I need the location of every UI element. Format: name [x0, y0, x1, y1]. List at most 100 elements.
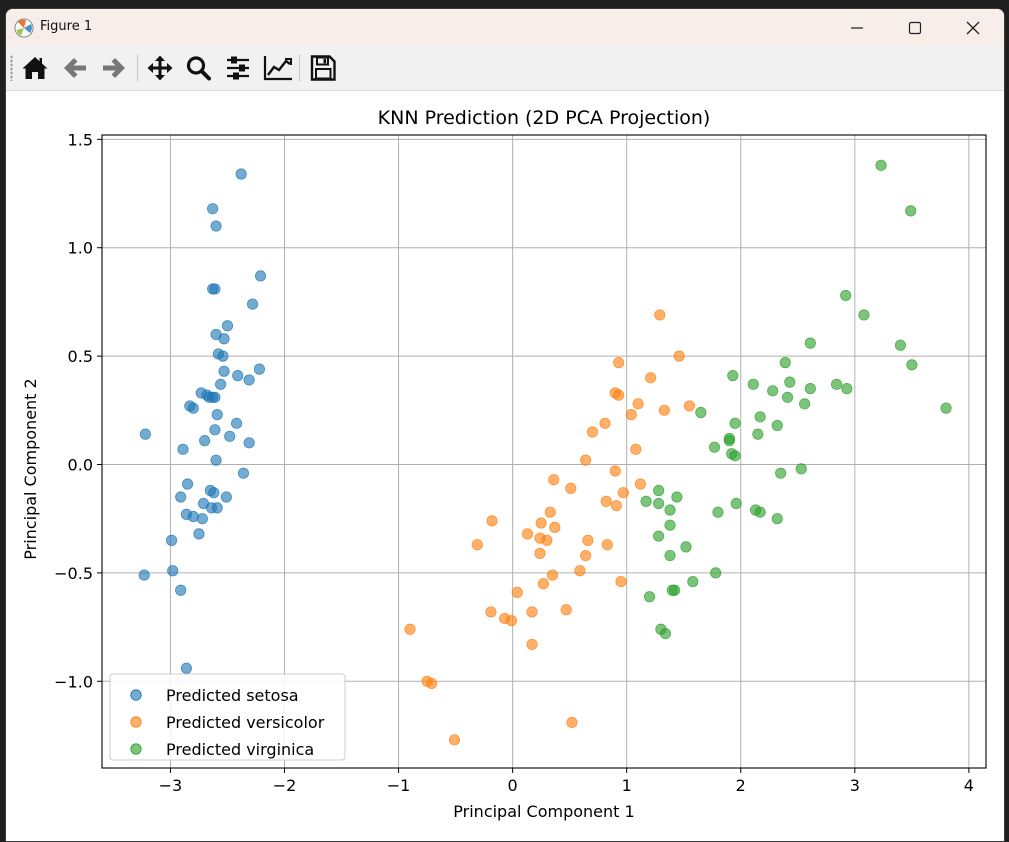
point-predicted-versicolor — [654, 309, 666, 321]
x-tick-label: 0 — [508, 776, 518, 795]
point-predicted-versicolor — [634, 478, 646, 490]
title-bar[interactable]: Figure 1 — [6, 9, 1004, 46]
minimize-icon — [851, 27, 863, 29]
point-predicted-setosa — [209, 283, 221, 295]
point-predicted-setosa — [181, 478, 194, 490]
point-predicted-virginica — [671, 491, 683, 503]
point-predicted-virginica — [752, 428, 764, 440]
legend-marker — [130, 743, 142, 755]
point-predicted-setosa — [253, 363, 266, 375]
point-predicted-virginica — [804, 337, 816, 349]
save-button[interactable] — [306, 52, 340, 84]
point-predicted-virginica — [771, 419, 783, 432]
point-predicted-versicolor — [586, 426, 599, 438]
point-predicted-setosa — [187, 510, 199, 523]
x-tick-label: 1 — [622, 776, 632, 795]
data-points — [138, 159, 952, 746]
point-predicted-virginica — [687, 575, 699, 588]
point-predicted-virginica — [795, 463, 807, 475]
configure-subplots-button[interactable] — [221, 52, 255, 84]
point-predicted-setosa — [230, 417, 243, 429]
point-predicted-setosa — [207, 203, 219, 215]
point-predicted-setosa — [165, 534, 178, 546]
point-predicted-setosa — [175, 584, 187, 596]
point-predicted-versicolor — [426, 677, 438, 690]
point-predicted-virginica — [841, 383, 853, 395]
point-predicted-versicolor — [560, 604, 572, 616]
home-icon — [22, 57, 48, 79]
point-predicted-virginica — [666, 584, 678, 596]
toolbar-separator — [299, 54, 300, 82]
close-button[interactable] — [944, 9, 1002, 46]
point-predicted-virginica — [894, 339, 907, 351]
point-predicted-setosa — [232, 370, 244, 382]
point-predicted-virginica — [779, 357, 791, 369]
save-floppy-icon — [310, 55, 336, 81]
point-predicted-versicolor — [658, 404, 670, 416]
close-icon — [966, 21, 980, 35]
point-predicted-virginica — [858, 309, 870, 321]
point-predicted-versicolor — [645, 372, 657, 384]
point-predicted-setosa — [167, 565, 179, 577]
edit-axis-lines-icon — [263, 56, 292, 81]
figure-canvas[interactable]: KNN Prediction (2D PCA Projection) Princ… — [6, 91, 1004, 841]
point-predicted-virginica — [680, 541, 692, 553]
zoom-magnifier-icon — [186, 56, 211, 81]
legend-box — [109, 673, 346, 761]
toolbar-grip[interactable] — [10, 55, 13, 81]
x-tick-label: 3 — [850, 776, 860, 795]
point-predicted-versicolor — [526, 606, 538, 618]
minimize-button[interactable] — [828, 9, 886, 46]
point-predicted-versicolor — [617, 487, 629, 499]
toolbar-separator — [137, 54, 138, 82]
forward-button[interactable] — [97, 52, 131, 84]
point-predicted-versicolor — [404, 623, 416, 635]
point-predicted-virginica — [905, 205, 917, 217]
scatter-chart[interactable]: KNN Prediction (2D PCA Projection) Princ… — [6, 91, 1004, 841]
point-predicted-virginica — [653, 484, 665, 497]
point-predicted-versicolor — [486, 515, 498, 527]
pan-button[interactable] — [143, 52, 177, 84]
home-button[interactable] — [18, 52, 52, 84]
y-tick-label: −1.0 — [54, 672, 93, 691]
point-predicted-versicolor — [574, 565, 586, 577]
matplotlib-app-icon — [14, 18, 34, 38]
point-predicted-setosa — [220, 491, 232, 503]
point-predicted-virginica — [653, 497, 665, 510]
legend-marker — [130, 689, 142, 701]
point-predicted-virginica — [723, 435, 735, 447]
point-predicted-versicolor — [610, 500, 623, 512]
point-predicted-versicolor — [600, 495, 612, 507]
forward-arrow-icon — [103, 58, 125, 78]
point-predicted-versicolor — [485, 606, 497, 618]
x-tick-label: 2 — [736, 776, 746, 795]
point-predicted-versicolor — [526, 638, 538, 651]
back-button[interactable] — [58, 52, 92, 84]
point-predicted-setosa — [218, 333, 230, 345]
point-predicted-versicolor — [580, 454, 592, 466]
point-predicted-versicolor — [580, 549, 592, 562]
axes-frame — [101, 134, 987, 769]
point-predicted-virginica — [729, 417, 741, 429]
point-predicted-setosa — [210, 454, 222, 466]
point-predicted-setosa — [246, 298, 259, 310]
point-predicted-virginica — [754, 411, 766, 423]
point-predicted-versicolor — [537, 578, 550, 590]
point-predicted-versicolor — [613, 357, 625, 369]
point-predicted-setosa — [180, 662, 193, 674]
legend[interactable]: Predicted setosa Predicted versicolor Pred… — [109, 673, 346, 761]
point-predicted-virginica — [710, 567, 722, 579]
point-predicted-versicolor — [448, 734, 461, 746]
point-predicted-setosa — [210, 220, 222, 232]
y-tick-label: 0.0 — [68, 456, 93, 475]
x-axis-ticks: −3 −2 −1 0 1 2 3 4 — [159, 768, 974, 795]
point-predicted-virginica — [653, 530, 665, 542]
zoom-button[interactable] — [182, 52, 216, 84]
point-predicted-virginica — [875, 159, 887, 171]
point-predicted-setosa — [177, 443, 189, 455]
y-axis-ticks: −1.0 −0.5 0.0 0.5 1.0 1.5 — [54, 130, 102, 691]
point-predicted-setosa — [224, 430, 236, 442]
maximize-button[interactable] — [886, 9, 944, 46]
point-predicted-setosa — [208, 487, 220, 499]
edit-axis-button[interactable] — [260, 52, 294, 84]
